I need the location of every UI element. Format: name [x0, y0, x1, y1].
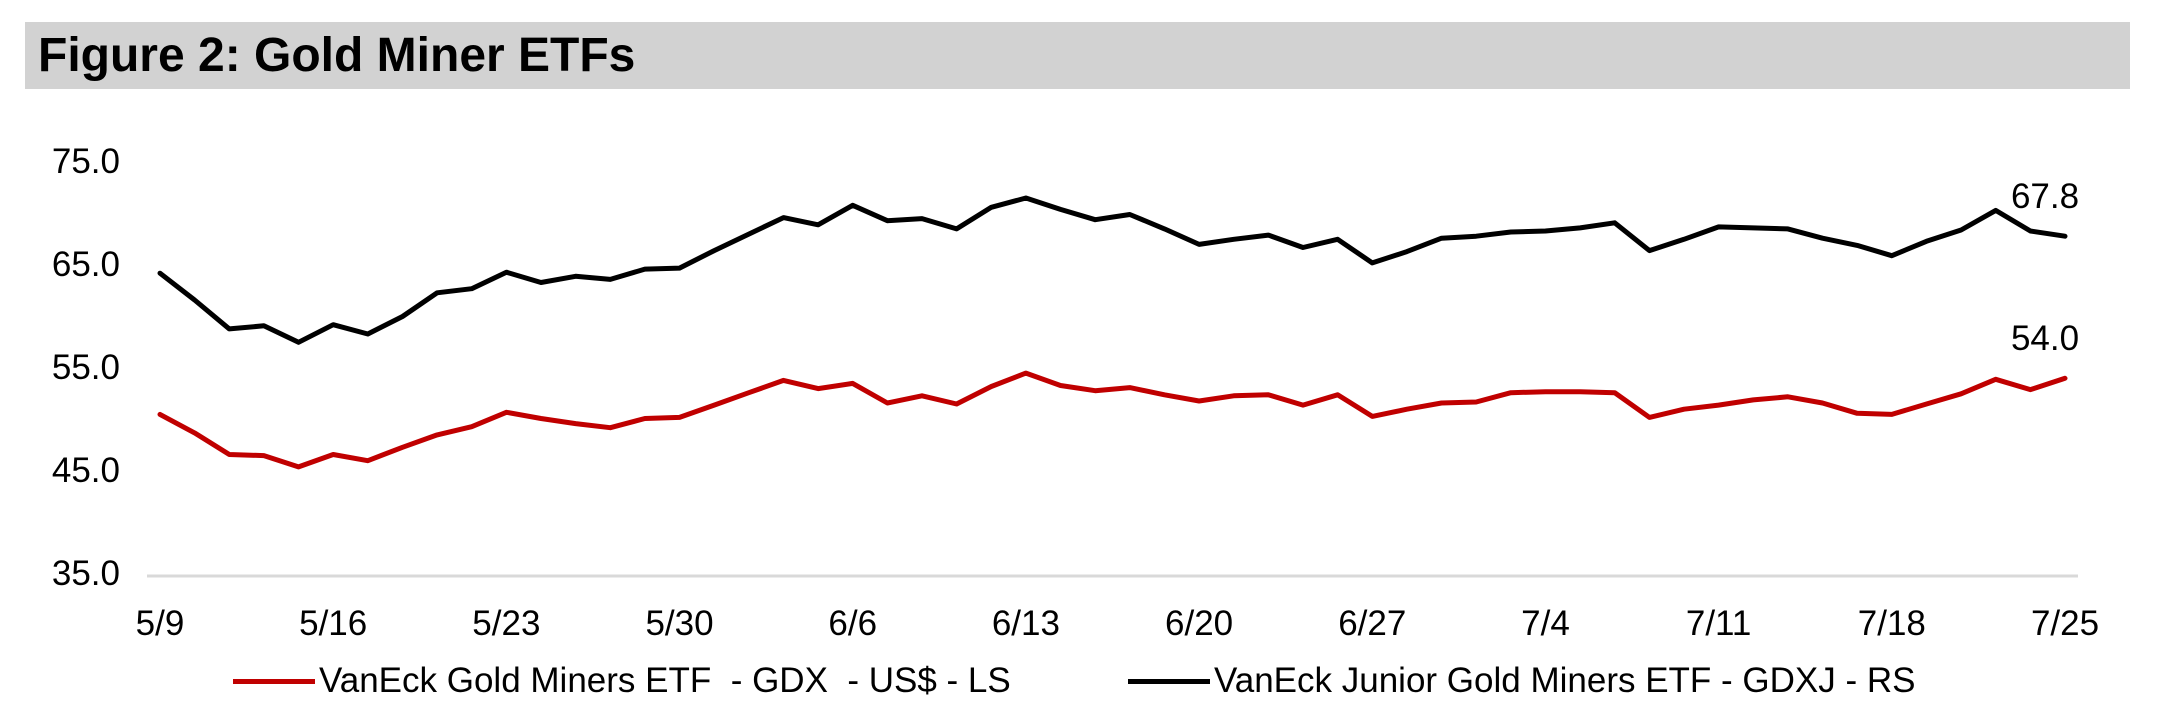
gdxj-end-value-label: 67.8	[2010, 177, 2080, 217]
x-axis-tick-label: 7/25	[2030, 604, 2100, 643]
y-axis-tick-label: 35.0	[51, 554, 120, 593]
gdx-legend-label: VanEck Gold Miners ETF - GDX - US$ - LS	[319, 661, 1011, 700]
gdx-series-line	[157, 370, 2068, 470]
x-axis-tick-label: 7/11	[1685, 604, 1752, 643]
x-axis-tick-label: 6/27	[1338, 604, 1407, 643]
y-axis-tick-label: 75.0	[51, 142, 120, 181]
y-axis-tick-label: 45.0	[51, 451, 120, 490]
gdxj-legend-label: VanEck Junior Gold Miners ETF - GDXJ - R…	[1214, 661, 1916, 700]
figure-title-bar: Figure 2: Gold Miner ETFs	[25, 22, 2130, 89]
y-axis-tick-label: 55.0	[51, 348, 120, 387]
gdx-legend-line-swatch	[233, 678, 315, 684]
x-axis-tick-label: 7/4	[1521, 604, 1570, 643]
y-axis-tick-label: 65.0	[51, 245, 120, 284]
legend-item-gdxj: VanEck Junior Gold Miners ETF - GDXJ - R…	[1128, 658, 1915, 704]
x-axis-tick-label: 5/30	[645, 604, 714, 643]
x-axis-tick-label: 5/9	[135, 604, 185, 643]
figure-title: Figure 2: Gold Miner ETFs	[38, 29, 636, 82]
legend-item-gdx: VanEck Gold Miners ETF - GDX - US$ - LS	[233, 658, 1011, 704]
x-axis-tick-label: 7/18	[1857, 604, 1926, 643]
gdxj-series-line	[157, 195, 2068, 345]
gdxj-legend-line-swatch	[1128, 678, 1210, 684]
x-axis-tick-label: 6/6	[828, 604, 878, 643]
gdx-end-value-label: 54.0	[2010, 319, 2080, 359]
x-axis-tick-label: 5/16	[299, 604, 368, 643]
x-axis-tick-label: 5/23	[472, 604, 541, 643]
x-axis-tick-label: 6/13	[991, 604, 1060, 643]
x-axis-tick-label: 6/20	[1165, 604, 1234, 643]
